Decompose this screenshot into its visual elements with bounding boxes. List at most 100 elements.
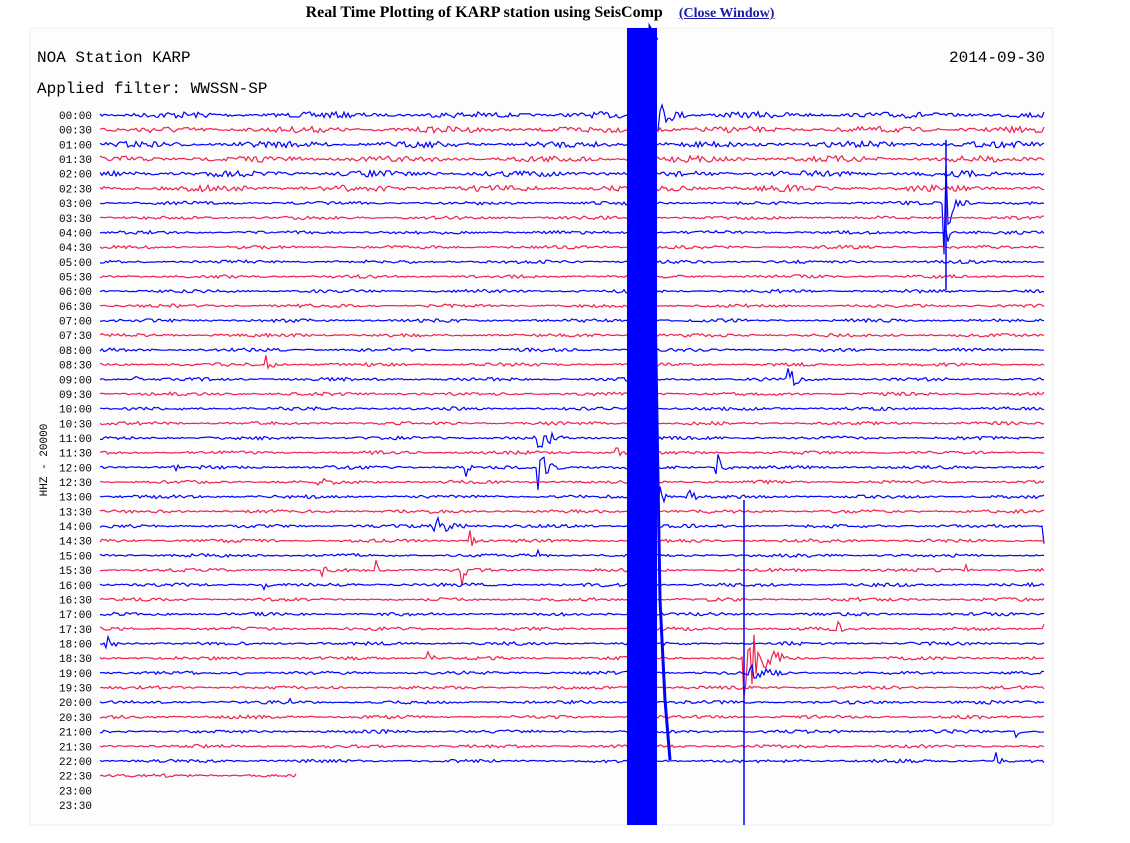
quake-coda xyxy=(646,22,672,761)
time-label: 04:30 xyxy=(59,243,92,255)
time-label: 11:30 xyxy=(59,449,92,461)
trace xyxy=(99,729,1045,739)
header: Real Time Plotting of KARP station using… xyxy=(0,4,1080,22)
trace xyxy=(100,560,1045,586)
trace xyxy=(99,714,1045,720)
trace xyxy=(99,420,1045,426)
time-label: 21:00 xyxy=(59,728,92,740)
trace xyxy=(100,447,1045,457)
time-label: 05:30 xyxy=(59,272,92,284)
trace xyxy=(99,102,1045,142)
trace xyxy=(99,368,1045,387)
trace xyxy=(99,273,1045,280)
time-label: 02:00 xyxy=(59,170,92,182)
trace xyxy=(100,406,1045,412)
trace xyxy=(99,244,1045,250)
trace xyxy=(99,752,1045,765)
time-label: 14:00 xyxy=(59,522,92,534)
time-label: 05:00 xyxy=(59,258,92,270)
trace xyxy=(99,773,297,778)
time-label: 01:00 xyxy=(59,140,92,152)
trace xyxy=(99,634,1045,650)
close-window-link[interactable]: (Close Window) xyxy=(678,6,775,21)
time-label: 23:00 xyxy=(59,786,92,798)
trace xyxy=(100,317,1045,324)
trace xyxy=(100,477,1045,486)
trace xyxy=(99,259,1045,265)
date-label: 2014-09-30 xyxy=(949,49,1045,67)
time-label: 15:00 xyxy=(59,551,92,563)
trace xyxy=(99,508,1045,514)
time-label: 10:00 xyxy=(59,405,92,417)
time-label: 12:30 xyxy=(59,478,92,490)
page-title: Real Time Plotting of KARP station using… xyxy=(305,4,663,21)
trace xyxy=(99,347,1044,353)
trace xyxy=(99,454,1045,490)
time-label: 17:00 xyxy=(59,610,92,622)
time-label: 13:00 xyxy=(59,493,92,505)
time-label: 19:00 xyxy=(59,669,92,681)
trace xyxy=(99,164,1045,255)
time-label: 07:00 xyxy=(59,317,92,329)
trace xyxy=(99,530,1045,547)
trace xyxy=(99,288,1045,294)
time-label: 03:30 xyxy=(59,214,92,226)
time-label: 16:00 xyxy=(59,581,92,593)
trace xyxy=(99,743,1045,749)
time-label: 00:00 xyxy=(59,111,92,123)
time-label: 06:30 xyxy=(59,302,92,314)
trace xyxy=(99,332,1045,339)
trace xyxy=(99,168,1045,179)
time-label: 01:30 xyxy=(59,155,92,167)
time-label: 15:30 xyxy=(59,566,92,578)
trace xyxy=(99,154,1045,164)
time-label: 20:00 xyxy=(59,698,92,710)
trace xyxy=(99,684,1045,690)
channel-label: HHZ - 20000 xyxy=(39,424,51,497)
plot-background xyxy=(29,27,1054,826)
time-label: 13:30 xyxy=(59,507,92,519)
trace xyxy=(99,596,1045,603)
time-label: 14:30 xyxy=(59,537,92,549)
time-label: 02:30 xyxy=(59,184,92,196)
trace xyxy=(99,139,1045,150)
time-label: 08:00 xyxy=(59,346,92,358)
traces xyxy=(99,22,1045,825)
time-label: 10:30 xyxy=(59,419,92,431)
trace xyxy=(99,391,1045,397)
trace xyxy=(99,355,1045,370)
trace xyxy=(99,663,1045,679)
trace xyxy=(99,548,1045,558)
time-label: 18:30 xyxy=(59,654,92,666)
time-label: 04:00 xyxy=(59,228,92,240)
trace xyxy=(99,430,1045,449)
time-label: 09:00 xyxy=(59,375,92,387)
trace xyxy=(99,634,1045,697)
trace xyxy=(99,697,1045,705)
trace xyxy=(99,581,1045,591)
time-label: 07:30 xyxy=(59,331,92,343)
filter-label: Applied filter: WWSSN-SP xyxy=(37,80,267,98)
time-label: 23:30 xyxy=(59,801,92,813)
time-label: 06:00 xyxy=(59,287,92,299)
trace xyxy=(99,303,1045,309)
time-label: 21:30 xyxy=(59,742,92,754)
time-label: 17:30 xyxy=(59,625,92,637)
time-label: 19:30 xyxy=(59,684,92,696)
time-label: 09:30 xyxy=(59,390,92,402)
time-labels: 00:00 00:30 01:00 01:30 02:00 02:30 03:00 03:30… xyxy=(59,111,92,813)
time-label: 08:30 xyxy=(59,361,92,373)
trace xyxy=(99,515,1045,544)
time-label: 20:30 xyxy=(59,713,92,725)
trace xyxy=(99,183,1045,193)
time-label: 00:30 xyxy=(59,126,92,138)
trace xyxy=(99,486,1045,510)
trace xyxy=(99,620,1045,633)
time-label: 18:00 xyxy=(59,640,92,652)
time-label: 22:30 xyxy=(59,772,92,784)
time-label: 03:00 xyxy=(59,199,92,211)
time-label: 22:00 xyxy=(59,757,92,769)
trace xyxy=(99,611,1045,617)
